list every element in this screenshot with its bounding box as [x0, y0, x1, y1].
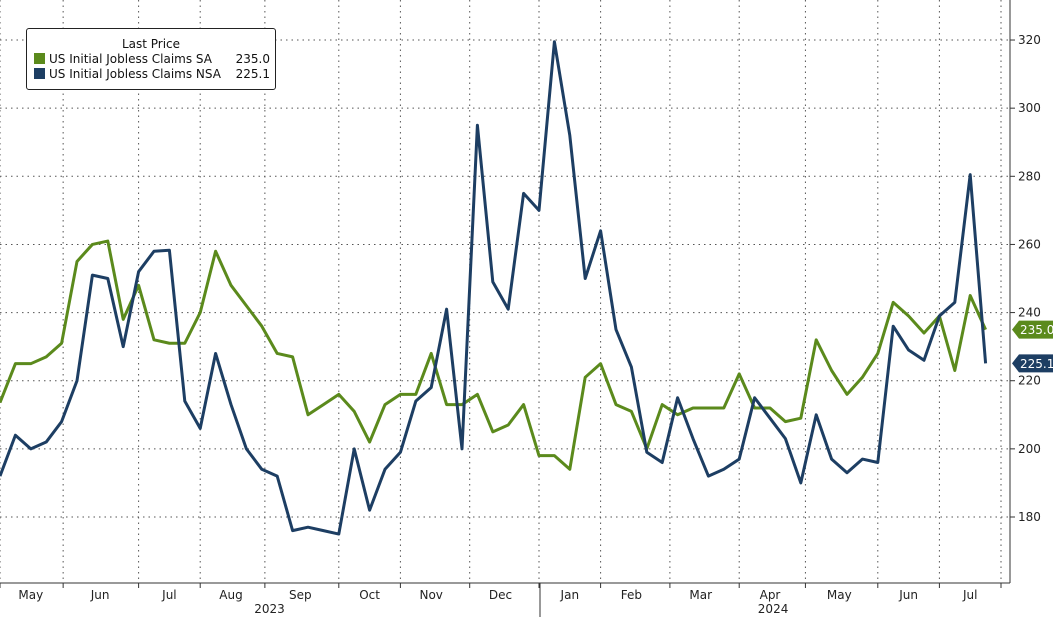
- x-tick-label: Oct: [359, 588, 380, 602]
- y-tick-label: 320: [1018, 33, 1041, 47]
- x-tick-label: May: [18, 588, 43, 602]
- x-tick-label: Jul: [962, 588, 977, 602]
- last-value-tag-label: 225.1: [1020, 357, 1053, 371]
- x-tick-label: Apr: [760, 588, 781, 602]
- y-tick-label: 240: [1018, 306, 1041, 320]
- legend: Last Price US Initial Jobless Claims SA …: [26, 28, 276, 90]
- y-tick-label: 300: [1018, 101, 1041, 115]
- legend-value-sa: 235.0: [235, 51, 270, 66]
- last-value-tag-bg: [1012, 354, 1053, 373]
- legend-label-sa: US Initial Jobless Claims SA: [49, 51, 212, 66]
- legend-label-nsa: US Initial Jobless Claims NSA: [49, 66, 221, 81]
- legend-title: Last Price: [121, 37, 181, 51]
- legend-swatch-sa: [34, 53, 45, 64]
- x-tick-label: Jul: [161, 588, 176, 602]
- year-label: 2024: [758, 602, 789, 616]
- legend-value-nsa: 225.1: [235, 66, 270, 81]
- x-tick-label: Jan: [560, 588, 580, 602]
- last-value-tag-sa: 235.0: [1012, 320, 1053, 339]
- y-tick-label: 260: [1018, 237, 1041, 251]
- legend-swatch-nsa: [34, 68, 45, 79]
- last-value-tag-nsa: 225.1: [1012, 354, 1053, 373]
- x-tick-label: Jun: [898, 588, 918, 602]
- x-tick-label: Nov: [419, 588, 442, 602]
- legend-item-sa: US Initial Jobless Claims SA 235.0: [27, 51, 275, 66]
- y-tick-label: 280: [1018, 169, 1041, 183]
- x-tick-label: Mar: [689, 588, 712, 602]
- last-value-tag-label: 235.0: [1020, 323, 1053, 337]
- y-tick-label: 220: [1018, 374, 1041, 388]
- series-line-sa: [0, 239, 987, 471]
- x-tick-label: Feb: [621, 588, 642, 602]
- last-value-tag-bg: [1012, 320, 1053, 339]
- x-tick-label: Dec: [489, 588, 512, 602]
- series-line-nsa: [0, 40, 988, 536]
- x-tick-label: May: [827, 588, 852, 602]
- legend-item-nsa: US Initial Jobless Claims NSA 225.1: [27, 66, 275, 81]
- y-tick-label: 200: [1018, 442, 1041, 456]
- x-tick-label: Jun: [90, 588, 110, 602]
- x-tick-label: Aug: [219, 588, 242, 602]
- year-label: 2023: [254, 602, 285, 616]
- x-tick-label: Sep: [289, 588, 312, 602]
- y-tick-label: 180: [1018, 510, 1041, 524]
